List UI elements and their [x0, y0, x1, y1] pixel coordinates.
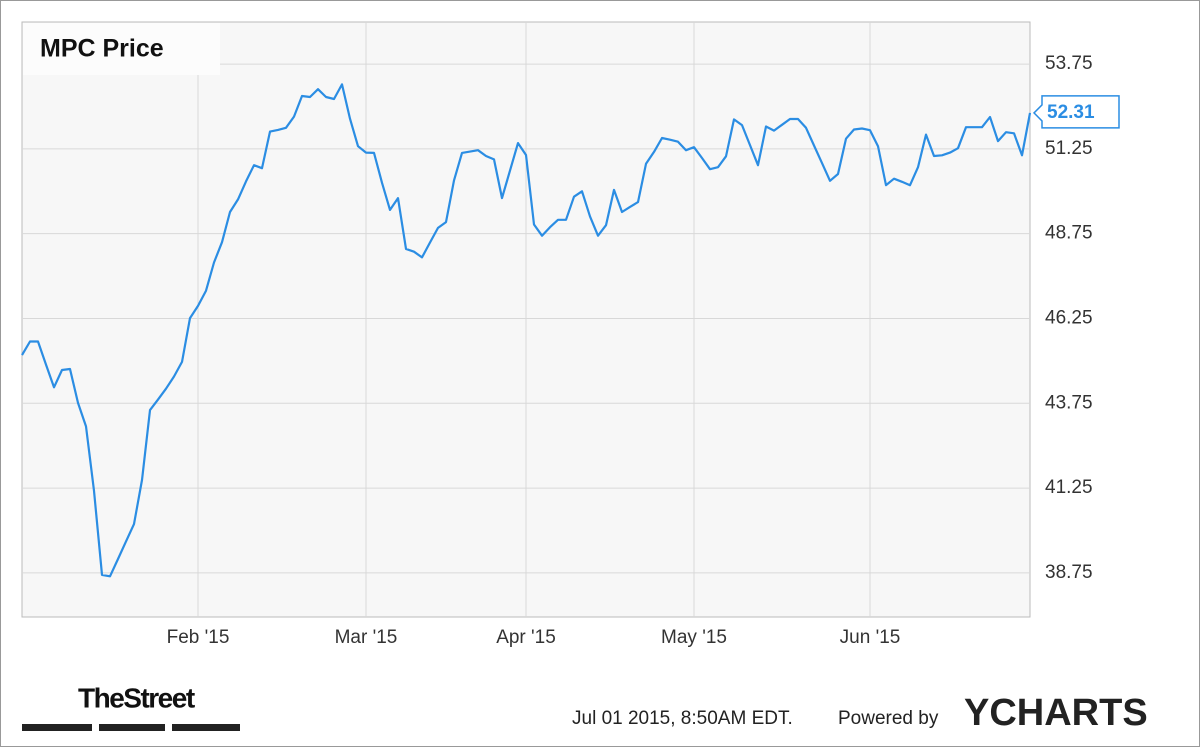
y-tick-label: 53.75 — [1045, 53, 1093, 74]
grid — [22, 22, 1030, 617]
timestamp: Jul 01 2015, 8:50AM EDT. — [572, 708, 793, 729]
title-box — [23, 23, 220, 75]
x-tick-label: May '15 — [661, 627, 727, 648]
x-tick-label: Jun '15 — [840, 627, 901, 648]
x-tick-label: Feb '15 — [167, 627, 230, 648]
y-tick-label: 48.75 — [1045, 223, 1093, 244]
last-value-box — [1032, 95, 1120, 129]
brand-bar — [172, 724, 240, 731]
y-tick-label: 43.75 — [1045, 392, 1093, 413]
brand-bar — [99, 724, 165, 731]
marks — [21, 83, 1032, 578]
brand: TheStreet — [78, 682, 195, 713]
x-tick-label: Apr '15 — [496, 627, 556, 648]
y-tick-label: 38.75 — [1045, 562, 1093, 583]
x-tick-label: Mar '15 — [335, 627, 398, 648]
price-line — [21, 83, 1032, 578]
brand-bar — [22, 724, 92, 731]
y-tick-label: 51.25 — [1045, 138, 1093, 159]
chart-title: MPC Price — [40, 35, 164, 63]
powered-by: Powered by — [838, 708, 939, 729]
logo: YCHARTS — [964, 692, 1148, 734]
y-tick-label: 41.25 — [1045, 477, 1093, 498]
y-tick-label: 46.25 — [1045, 307, 1093, 328]
last-value-label: 52.31 — [1047, 102, 1095, 123]
